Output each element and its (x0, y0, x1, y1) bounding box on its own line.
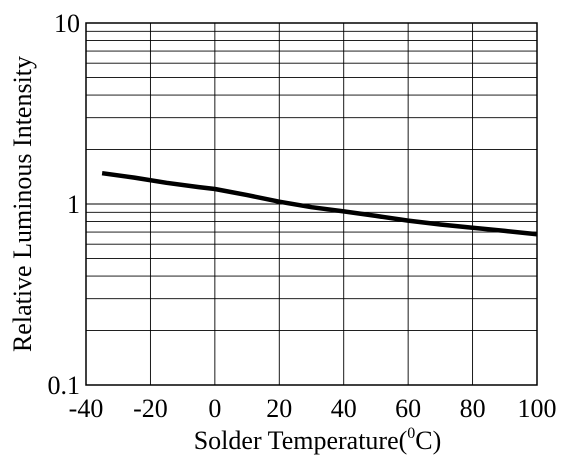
plot-frame (85, 22, 538, 386)
tick-labels: -40 -20 0 20 40 60 80 100 0.1 1 10 (48, 9, 557, 423)
x-tick-label: 100 (518, 394, 557, 423)
y-tick-label: 10 (54, 9, 80, 38)
x-tick-label: -20 (133, 394, 168, 423)
series-line (101, 170, 538, 237)
x-tick-label: 60 (395, 394, 421, 423)
x-axis-title-prefix: Solder Temperature( (194, 426, 408, 455)
grid (85, 22, 538, 386)
x-tick-label: 0 (208, 394, 221, 423)
y-tick-label: 0.1 (48, 371, 81, 400)
x-tick-label: 20 (266, 394, 292, 423)
series-layer (101, 170, 538, 237)
x-axis-title-superscript: 0 (407, 425, 415, 442)
y-axis-title: Relative Luminous Intensity (8, 56, 37, 352)
x-tick-label: 40 (331, 394, 357, 423)
x-axis-title: Solder Temperature(0C) (194, 425, 442, 455)
x-axis-title-suffix: C) (415, 426, 441, 455)
x-tick-label: 80 (460, 394, 486, 423)
y-tick-label: 1 (67, 190, 80, 219)
x-tick-label: -40 (69, 394, 104, 423)
